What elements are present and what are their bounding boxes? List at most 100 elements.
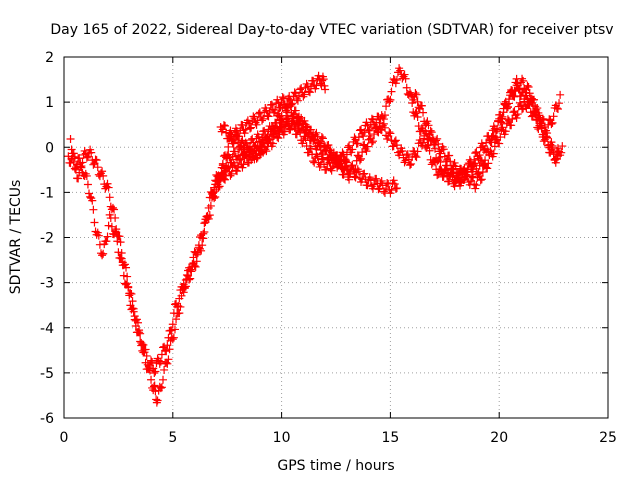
y-tick-label: -3	[40, 276, 54, 292]
data-point	[232, 132, 241, 141]
data-point	[104, 183, 113, 192]
data-point	[457, 177, 466, 186]
data-point	[264, 112, 273, 121]
data-point	[131, 321, 140, 330]
data-point	[113, 237, 122, 246]
data-point	[508, 91, 517, 100]
data-point	[174, 301, 183, 310]
data-point	[362, 147, 371, 156]
data-point	[156, 357, 165, 366]
data-point	[175, 294, 184, 303]
data-point	[507, 121, 516, 130]
data-point	[366, 176, 375, 185]
data-point	[364, 126, 373, 135]
data-point	[141, 345, 150, 354]
data-point	[447, 169, 456, 178]
x-tick-label: 20	[490, 430, 508, 446]
data-point	[342, 150, 351, 159]
data-point	[115, 232, 124, 241]
data-point	[398, 146, 407, 155]
data-point	[485, 150, 494, 159]
data-point	[70, 152, 79, 161]
data-point	[462, 172, 471, 181]
data-point	[210, 187, 219, 196]
data-point	[252, 154, 261, 163]
data-point	[452, 173, 461, 182]
data-point	[387, 87, 396, 96]
data-point	[75, 154, 84, 163]
data-point	[320, 81, 329, 90]
data-point	[93, 163, 102, 172]
data-point	[518, 74, 527, 83]
data-point	[319, 75, 328, 84]
data-point	[450, 158, 459, 167]
data-point	[252, 120, 261, 129]
data-point	[202, 215, 211, 224]
data-point	[336, 159, 345, 168]
data-point	[74, 174, 83, 183]
data-point	[136, 329, 145, 338]
data-point	[313, 152, 322, 161]
data-point	[327, 148, 336, 157]
data-point	[549, 112, 558, 121]
data-point	[422, 119, 431, 128]
data-point	[157, 350, 166, 359]
data-point	[190, 261, 199, 270]
data-point	[475, 151, 484, 160]
y-tick-label: 0	[45, 140, 54, 156]
data-point	[159, 375, 168, 384]
data-point	[277, 122, 286, 131]
y-tick-label: -5	[40, 366, 54, 382]
data-point	[315, 139, 324, 148]
data-point	[423, 117, 432, 126]
data-point	[558, 142, 567, 151]
data-point	[108, 203, 117, 212]
data-point	[536, 115, 545, 124]
data-point	[380, 123, 389, 132]
data-point	[441, 166, 450, 175]
data-point	[428, 134, 437, 143]
data-point	[490, 134, 499, 143]
data-point	[451, 162, 460, 171]
data-point	[340, 155, 349, 164]
data-point	[85, 189, 94, 198]
data-point	[235, 143, 244, 152]
data-point	[69, 149, 78, 158]
data-point	[90, 218, 99, 227]
data-point	[105, 193, 114, 202]
data-point	[277, 111, 286, 120]
data-point	[389, 176, 398, 185]
data-point	[556, 90, 565, 99]
data-point	[524, 83, 533, 92]
data-point	[147, 356, 156, 365]
data-point	[317, 150, 326, 159]
data-point	[209, 192, 218, 201]
data-point	[312, 145, 321, 154]
data-point	[103, 232, 112, 241]
data-point	[456, 181, 465, 190]
data-point	[128, 297, 137, 306]
data-point	[286, 125, 295, 134]
data-point	[126, 289, 135, 298]
data-point	[89, 160, 98, 169]
data-point	[244, 145, 253, 154]
data-point	[107, 222, 116, 231]
data-point	[471, 184, 480, 193]
data-point	[509, 92, 518, 101]
data-point	[161, 346, 170, 355]
data-point	[66, 135, 75, 144]
data-point	[341, 156, 350, 165]
data-point	[309, 76, 318, 85]
data-point	[512, 113, 521, 122]
data-point	[117, 254, 126, 263]
data-point	[83, 180, 92, 189]
data-point	[260, 126, 269, 135]
data-point	[434, 140, 443, 149]
data-point	[160, 365, 169, 374]
data-point	[548, 141, 557, 150]
data-point	[355, 156, 364, 165]
data-point	[273, 133, 282, 142]
data-point	[402, 151, 411, 160]
data-point	[278, 93, 287, 102]
data-point	[530, 95, 539, 104]
